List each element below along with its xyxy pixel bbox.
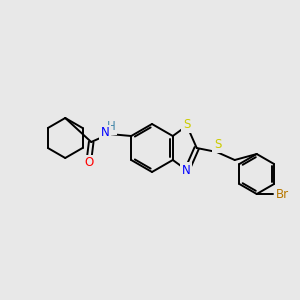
Text: O: O [85, 157, 94, 169]
Text: S: S [183, 118, 190, 131]
Text: H: H [107, 121, 116, 134]
Text: N: N [182, 164, 190, 177]
Text: Br: Br [276, 188, 289, 200]
Text: S: S [214, 139, 221, 152]
Text: N: N [101, 127, 110, 140]
